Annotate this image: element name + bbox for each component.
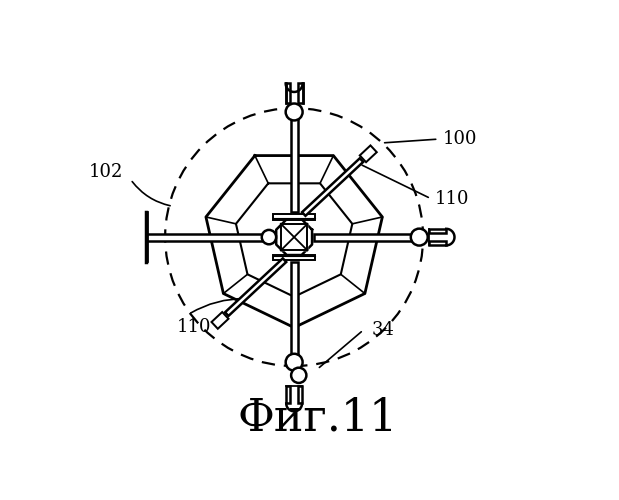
Polygon shape bbox=[291, 112, 298, 212]
Polygon shape bbox=[206, 156, 383, 328]
Polygon shape bbox=[298, 386, 302, 404]
Polygon shape bbox=[298, 84, 303, 102]
Text: 110: 110 bbox=[435, 190, 469, 208]
Circle shape bbox=[262, 230, 276, 244]
Circle shape bbox=[291, 368, 306, 383]
Polygon shape bbox=[291, 262, 298, 362]
Circle shape bbox=[411, 228, 428, 246]
Text: Фиг.11: Фиг.11 bbox=[237, 396, 397, 440]
Polygon shape bbox=[146, 234, 275, 240]
Polygon shape bbox=[276, 219, 312, 255]
Polygon shape bbox=[429, 241, 446, 246]
Bar bbox=[273, 214, 316, 220]
Polygon shape bbox=[302, 158, 363, 216]
Text: 34: 34 bbox=[371, 321, 394, 339]
Circle shape bbox=[285, 104, 303, 120]
Polygon shape bbox=[429, 229, 446, 233]
Text: 102: 102 bbox=[89, 162, 123, 180]
Polygon shape bbox=[314, 234, 419, 240]
Polygon shape bbox=[285, 84, 290, 102]
Polygon shape bbox=[236, 184, 352, 297]
Polygon shape bbox=[281, 224, 308, 250]
Polygon shape bbox=[225, 258, 286, 316]
Polygon shape bbox=[286, 386, 290, 404]
Text: 110: 110 bbox=[176, 318, 211, 336]
Polygon shape bbox=[360, 146, 377, 162]
Text: 100: 100 bbox=[443, 130, 477, 148]
Polygon shape bbox=[212, 312, 228, 329]
Bar bbox=[273, 254, 316, 260]
Circle shape bbox=[285, 354, 303, 370]
